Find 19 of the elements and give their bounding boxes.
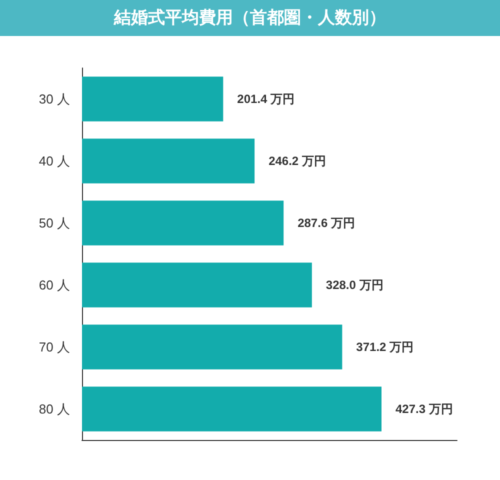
bar — [82, 262, 312, 308]
y-tick-label: 80 人 — [38, 402, 70, 416]
data-label: 328.0 万円 — [326, 278, 384, 292]
y-tick-label: 60 人 — [38, 278, 70, 292]
bar — [82, 386, 382, 432]
bar — [82, 76, 224, 122]
data-label: 287.6 万円 — [298, 216, 355, 230]
bar — [82, 200, 284, 246]
y-tick-label: 70 人 — [38, 340, 70, 354]
bar — [82, 138, 255, 184]
chart-title: 結婚式平均費用（首都圏・人数別） — [0, 0, 500, 36]
data-label: 427.3 万円 — [396, 402, 453, 416]
data-label: 371.2 万円 — [356, 340, 414, 354]
data-label: 246.2 万円 — [268, 154, 326, 168]
y-tick-label: 50 人 — [38, 216, 70, 230]
data-label: 201.4 万円 — [237, 92, 295, 106]
y-tick-label: 40 人 — [38, 154, 70, 168]
bar — [82, 324, 342, 370]
y-tick-label: 30 人 — [38, 92, 70, 106]
